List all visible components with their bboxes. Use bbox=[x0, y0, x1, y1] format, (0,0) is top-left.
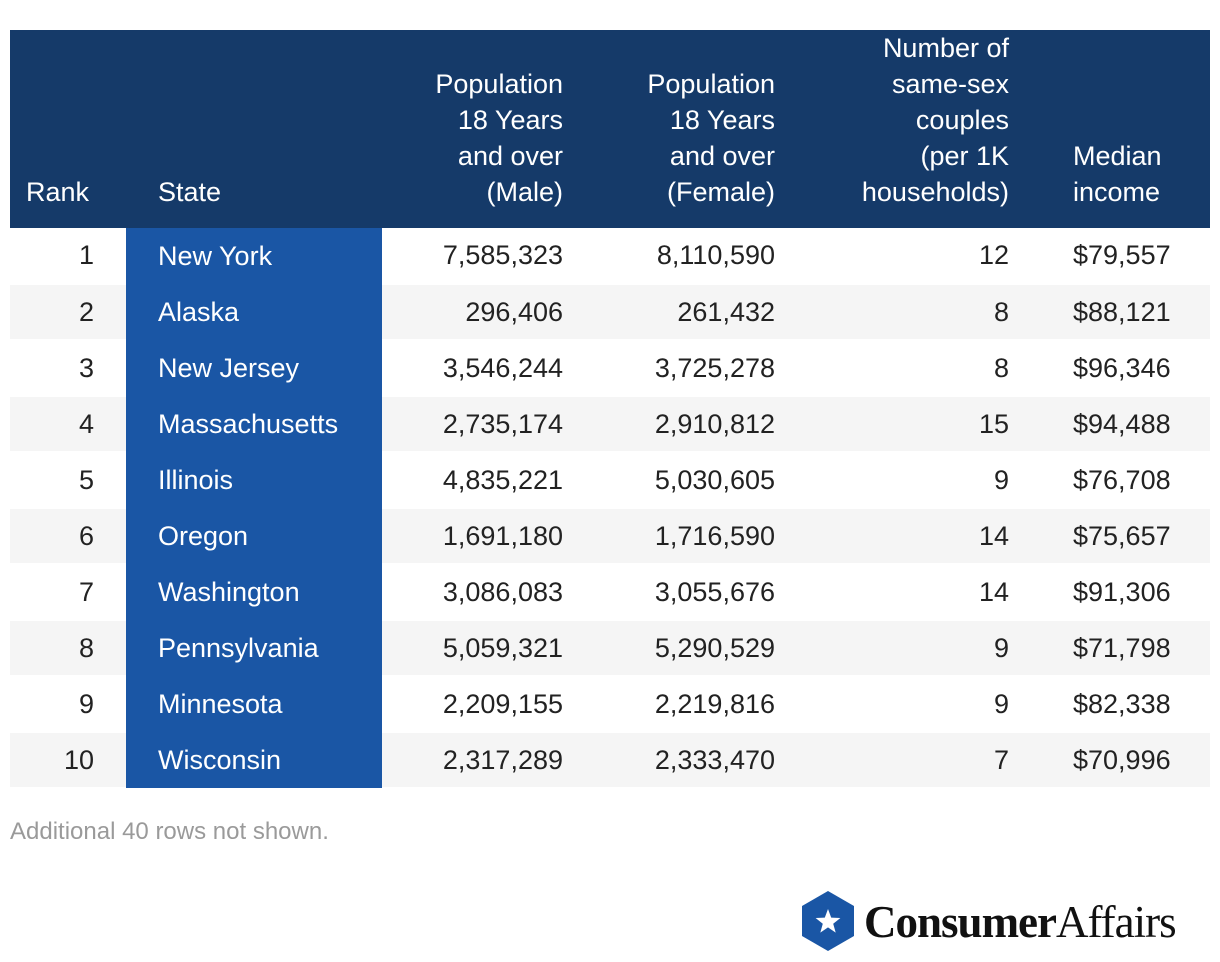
column-header-income: Median income bbox=[1009, 30, 1210, 228]
cell-rank: 2 bbox=[10, 284, 126, 341]
cell-rank: 6 bbox=[10, 508, 126, 565]
cell-female-population: 1,716,590 bbox=[563, 508, 775, 565]
cell-state: New York bbox=[126, 228, 382, 284]
cell-female-population: 2,219,816 bbox=[563, 676, 775, 733]
table-body: 1 New York 7,585,323 8,110,590 12 $79,557 2 Ala… bbox=[10, 228, 1210, 789]
cell-male-population: 3,086,083 bbox=[382, 564, 563, 621]
cell-same-sex-couples: 9 bbox=[775, 620, 1009, 677]
table-row: 1 New York 7,585,323 8,110,590 12 $79,557 bbox=[10, 228, 1210, 285]
brand-name-regular: Affairs bbox=[1056, 897, 1177, 947]
column-header-rank: Rank bbox=[10, 30, 126, 228]
cell-rank: 8 bbox=[10, 620, 126, 677]
table-row: 3 New Jersey 3,546,244 3,725,278 8 $96,346 bbox=[10, 340, 1210, 397]
header-row: Rank State Population 18 Years and over … bbox=[10, 30, 1210, 228]
cell-male-population: 5,059,321 bbox=[382, 620, 563, 677]
cell-same-sex-couples: 8 bbox=[775, 340, 1009, 397]
cell-female-population: 3,055,676 bbox=[563, 564, 775, 621]
table-row: 4 Massachusetts 2,735,174 2,910,812 15 $94,48… bbox=[10, 396, 1210, 453]
cell-state: Illinois bbox=[126, 452, 382, 508]
cell-state: Pennsylvania bbox=[126, 620, 382, 676]
cell-female-population: 5,030,605 bbox=[563, 452, 775, 509]
cell-same-sex-couples: 12 bbox=[775, 228, 1009, 285]
cell-median-income: $76,708 bbox=[1009, 452, 1210, 509]
cell-state: Massachusetts bbox=[126, 396, 382, 452]
cell-state: Washington bbox=[126, 564, 382, 620]
cell-same-sex-couples: 8 bbox=[775, 284, 1009, 341]
cell-rank: 9 bbox=[10, 676, 126, 733]
cell-male-population: 3,546,244 bbox=[382, 340, 563, 397]
data-table: Rank State Population 18 Years and over … bbox=[10, 30, 1210, 789]
cell-same-sex-couples: 14 bbox=[775, 508, 1009, 565]
column-header-male: Population 18 Years and over (Male) bbox=[382, 30, 563, 228]
cell-median-income: $79,557 bbox=[1009, 228, 1210, 285]
cell-median-income: $75,657 bbox=[1009, 508, 1210, 565]
cell-median-income: $94,488 bbox=[1009, 396, 1210, 453]
cell-state: Oregon bbox=[126, 508, 382, 564]
cell-female-population: 2,910,812 bbox=[563, 396, 775, 453]
column-header-state: State bbox=[126, 30, 382, 228]
cell-median-income: $88,121 bbox=[1009, 284, 1210, 341]
cell-rank: 10 bbox=[10, 732, 126, 789]
cell-median-income: $70,996 bbox=[1009, 732, 1210, 789]
cell-male-population: 4,835,221 bbox=[382, 452, 563, 509]
cell-female-population: 3,725,278 bbox=[563, 340, 775, 397]
cell-median-income: $96,346 bbox=[1009, 340, 1210, 397]
cell-rank: 4 bbox=[10, 396, 126, 453]
cell-rank: 1 bbox=[10, 228, 126, 285]
cell-median-income: $82,338 bbox=[1009, 676, 1210, 733]
cell-female-population: 261,432 bbox=[563, 284, 775, 341]
cell-same-sex-couples: 7 bbox=[775, 732, 1009, 789]
brand-wordmark: ConsumerAffairs bbox=[864, 894, 1177, 950]
cell-rank: 7 bbox=[10, 564, 126, 621]
table-row: 9 Minnesota 2,209,155 2,219,816 9 $82,338 bbox=[10, 676, 1210, 733]
cell-female-population: 2,333,470 bbox=[563, 732, 775, 789]
brand-name-bold: Consumer bbox=[864, 897, 1057, 947]
cell-rank: 5 bbox=[10, 452, 126, 509]
cell-male-population: 2,735,174 bbox=[382, 396, 563, 453]
table-row: 6 Oregon 1,691,180 1,716,590 14 $75,657 bbox=[10, 508, 1210, 565]
cell-same-sex-couples: 15 bbox=[775, 396, 1009, 453]
cell-male-population: 2,209,155 bbox=[382, 676, 563, 733]
cell-median-income: $71,798 bbox=[1009, 620, 1210, 677]
cell-same-sex-couples: 14 bbox=[775, 564, 1009, 621]
column-header-female: Population 18 Years and over (Female) bbox=[563, 30, 775, 228]
cell-female-population: 5,290,529 bbox=[563, 620, 775, 677]
data-table-container: Rank State Population 18 Years and over … bbox=[10, 30, 1210, 789]
cell-male-population: 1,691,180 bbox=[382, 508, 563, 565]
cell-state: Wisconsin bbox=[126, 732, 382, 788]
cell-same-sex-couples: 9 bbox=[775, 452, 1009, 509]
table-row: 10 Wisconsin 2,317,289 2,333,470 7 $70,996 bbox=[10, 732, 1210, 789]
cell-state: New Jersey bbox=[126, 340, 382, 396]
table-row: 8 Pennsylvania 5,059,321 5,290,529 9 $71,798 bbox=[10, 620, 1210, 677]
table-row: 5 Illinois 4,835,221 5,030,605 9 $76,708 bbox=[10, 452, 1210, 509]
table-row: 2 Alaska 296,406 261,432 8 $88,121 bbox=[10, 284, 1210, 341]
brand-logo: ConsumerAffairs bbox=[800, 890, 1212, 954]
cell-female-population: 8,110,590 bbox=[563, 228, 775, 285]
cell-male-population: 7,585,323 bbox=[382, 228, 563, 285]
table-row: 7 Washington 3,086,083 3,055,676 14 $91,306 bbox=[10, 564, 1210, 621]
footnote: Additional 40 rows not shown. bbox=[10, 818, 329, 845]
cell-male-population: 2,317,289 bbox=[382, 732, 563, 789]
cell-state: Alaska bbox=[126, 284, 382, 340]
cell-male-population: 296,406 bbox=[382, 284, 563, 341]
cell-state: Minnesota bbox=[126, 676, 382, 732]
star-hexagon-icon bbox=[802, 891, 854, 951]
cell-same-sex-couples: 9 bbox=[775, 676, 1009, 733]
column-header-couples: Number of same-sex couples (per 1K house… bbox=[775, 30, 1009, 228]
cell-rank: 3 bbox=[10, 340, 126, 397]
cell-median-income: $91,306 bbox=[1009, 564, 1210, 621]
